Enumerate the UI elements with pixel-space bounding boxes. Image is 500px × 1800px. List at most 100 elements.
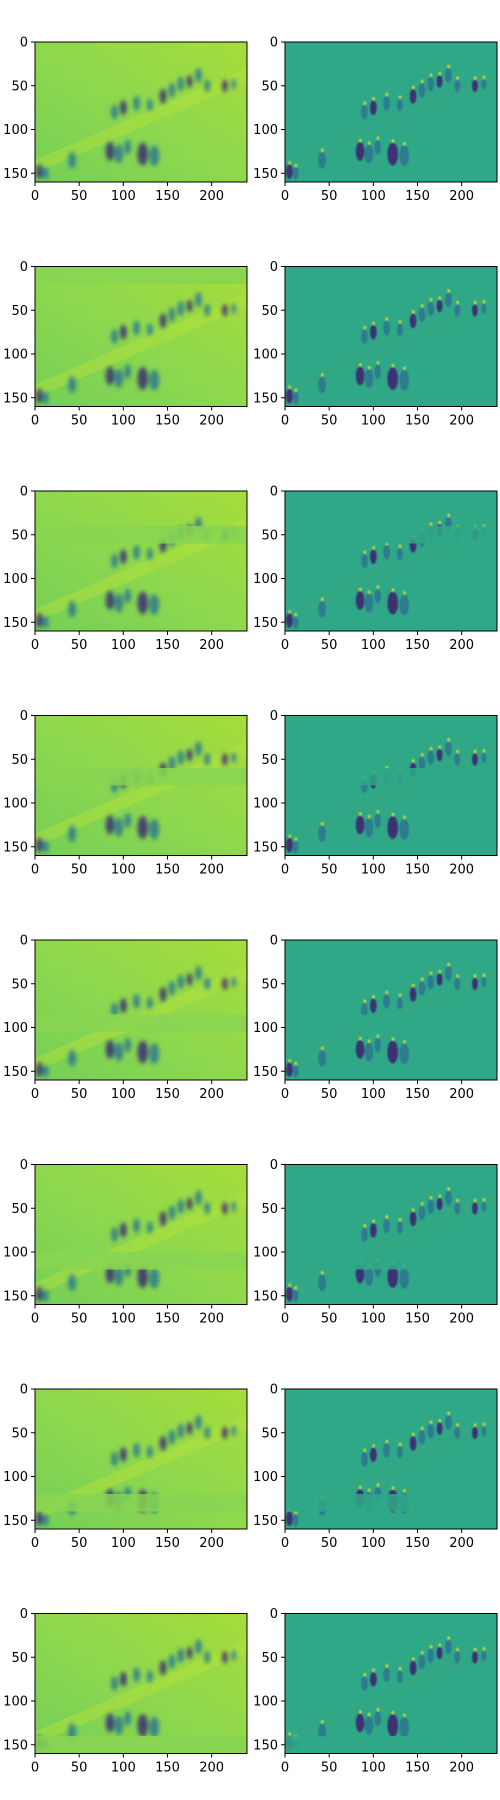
person-blob: [149, 1267, 160, 1289]
heatmap-image: [35, 491, 247, 631]
person-blob: [114, 1267, 124, 1286]
y-tick-label: 50: [261, 1651, 278, 1666]
person-blob: [355, 141, 365, 161]
highlight-speck: [473, 974, 477, 978]
person-blob: [481, 1425, 487, 1437]
x-tick-label: 200: [199, 863, 224, 878]
highlight-speck: [367, 1039, 371, 1043]
highlight-speck: [294, 1510, 298, 1514]
person-blob: [36, 164, 43, 179]
y-tick-label: 50: [11, 528, 28, 543]
person-blob: [195, 1414, 202, 1430]
x-tick-label: 100: [361, 863, 386, 878]
person-blob: [383, 1442, 390, 1458]
person-blob: [387, 142, 399, 166]
person-blob: [454, 1650, 461, 1664]
x-tick-label: 50: [71, 638, 88, 653]
person-blob: [204, 303, 211, 317]
person-blob: [399, 594, 410, 616]
y-tick-label: 100: [253, 1246, 278, 1261]
person-blob: [105, 1039, 115, 1059]
person-blob: [114, 369, 124, 388]
x-tick-label: 200: [199, 1761, 224, 1776]
person-blob: [168, 756, 176, 771]
highlight-speck: [372, 546, 375, 550]
highlight-speck: [412, 983, 415, 987]
axes-frame: [284, 939, 498, 1081]
person-blob: [231, 1425, 237, 1437]
person-blob: [361, 329, 368, 344]
person-blob: [318, 151, 326, 169]
highlight-speck: [403, 142, 406, 146]
y-tick-label: 150: [253, 1738, 278, 1753]
highlight-speck: [420, 304, 424, 308]
axes-frame: [284, 1613, 498, 1754]
person-blob: [374, 1711, 382, 1726]
y-tick-label: 50: [261, 304, 278, 319]
y-tick-label: 0: [270, 260, 278, 275]
highlight-speck: [438, 521, 442, 525]
person-blob: [42, 1513, 49, 1527]
x-tick-label: 50: [71, 1312, 88, 1327]
y-tick-label: 150: [3, 167, 28, 182]
person-blob: [133, 1667, 140, 1683]
person-blob: [418, 307, 426, 322]
y-tick-label: 100: [253, 1470, 278, 1485]
person-blob: [195, 965, 202, 981]
highlight-speck: [438, 1643, 442, 1647]
highlight-speck: [359, 363, 362, 367]
person-blob: [168, 1429, 176, 1445]
y-tick-label: 100: [253, 797, 278, 812]
person-blob: [168, 980, 176, 996]
person-blob: [137, 1713, 149, 1738]
person-blob: [369, 1447, 377, 1462]
highlight-speck: [420, 1651, 424, 1655]
highlight-speck: [456, 76, 459, 80]
person-blob: [204, 977, 211, 991]
x-tick-label: 150: [155, 638, 180, 653]
x-tick-label: 0: [281, 1312, 289, 1327]
heatmap-image: [285, 1164, 497, 1305]
y-tick-label: 50: [261, 1426, 278, 1441]
person-blob: [445, 292, 452, 308]
highlight-speck: [420, 1426, 424, 1430]
axes-frame: [284, 1164, 498, 1305]
person-blob: [364, 1716, 374, 1735]
y-tick-label: 150: [3, 840, 28, 855]
person-blob: [105, 815, 115, 835]
x-tick-label: 200: [449, 1312, 474, 1327]
highlight-speck: [473, 1423, 477, 1427]
person-blob: [195, 67, 202, 83]
highlight-speck: [376, 1034, 380, 1038]
person-blob: [105, 141, 115, 161]
highlight-speck: [447, 738, 450, 742]
person-blob: [124, 139, 132, 155]
person-blob: [146, 547, 153, 561]
highlight-speck: [429, 1420, 433, 1424]
highlight-speck: [367, 366, 371, 370]
person-blob: [159, 88, 167, 104]
axes-frame: [284, 715, 498, 856]
person-blob: [114, 1042, 124, 1062]
x-tick-label: 200: [449, 1087, 474, 1102]
x-tick-label: 100: [361, 1536, 386, 1551]
person-blob: [292, 166, 299, 180]
x-tick-label: 50: [71, 1536, 88, 1551]
person-blob: [149, 369, 160, 391]
x-tick-label: 50: [321, 1536, 338, 1551]
person-blob: [111, 329, 118, 344]
person-blob: [105, 1713, 115, 1733]
person-blob: [231, 976, 237, 988]
x-tick-label: 200: [449, 863, 474, 878]
y-tick-label: 50: [11, 753, 28, 768]
person-blob: [481, 752, 487, 763]
person-blob: [355, 1039, 365, 1059]
x-tick-label: 200: [449, 1536, 474, 1551]
highlight-speck: [367, 1488, 371, 1492]
highlight-speck: [288, 1059, 291, 1063]
x-tick-label: 200: [449, 638, 474, 653]
y-tick-label: 100: [253, 1021, 278, 1036]
person-blob: [119, 100, 127, 115]
axes-frame: [34, 1388, 248, 1530]
panel-r4-left: 0 50 100 150 200 0 50 100 150: [3, 709, 248, 878]
